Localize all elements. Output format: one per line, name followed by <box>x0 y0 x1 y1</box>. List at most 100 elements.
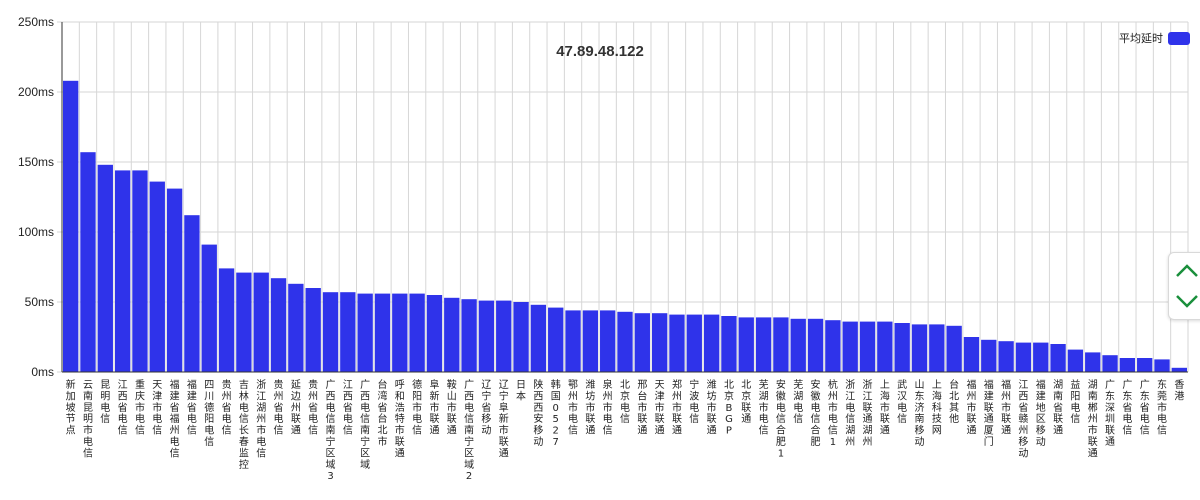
bar[interactable] <box>530 304 547 372</box>
category-label: 浙江联通湖州 <box>863 379 873 448</box>
bar[interactable] <box>1067 349 1084 372</box>
bar[interactable] <box>288 283 304 372</box>
category-label: 韩国 0 5 2 7 <box>551 378 561 448</box>
bar[interactable] <box>322 292 339 372</box>
bar[interactable] <box>270 278 287 372</box>
category-label: 台北其他 <box>949 378 959 425</box>
bar[interactable] <box>651 313 668 372</box>
bar[interactable] <box>1033 342 1049 372</box>
bar[interactable] <box>1137 358 1153 372</box>
bar[interactable] <box>548 307 564 372</box>
bar[interactable] <box>998 341 1014 372</box>
bar[interactable] <box>1050 344 1066 372</box>
scroll-up-button[interactable] <box>1173 257 1200 283</box>
category-label: 广西电信南宁区域 2 <box>464 379 474 482</box>
y-tick-label: 200ms <box>18 85 54 99</box>
category-label: 广西电信南宁区域 3 <box>326 379 336 482</box>
bar[interactable] <box>1119 358 1136 372</box>
bar[interactable] <box>513 302 529 372</box>
category-labels: 新加坡节点云南昆明市电信昆明电信江西省电信重庆市电信天津市电信福建省福州电信福建… <box>66 378 1185 482</box>
bar[interactable] <box>426 295 443 372</box>
bar[interactable] <box>114 170 131 372</box>
bar[interactable] <box>201 244 217 372</box>
bar[interactable] <box>305 288 321 372</box>
bar[interactable] <box>184 215 200 372</box>
bar[interactable] <box>461 299 477 372</box>
bar[interactable] <box>617 311 633 372</box>
bar[interactable] <box>859 321 876 372</box>
category-label: 上海市联通 <box>880 379 890 437</box>
bar[interactable] <box>496 300 512 372</box>
bar[interactable] <box>894 323 910 372</box>
bar[interactable] <box>149 181 165 372</box>
bar[interactable] <box>703 314 720 372</box>
bar[interactable] <box>807 318 824 372</box>
category-label: 北京电信 <box>620 379 630 425</box>
category-label: 泉州市电信 <box>603 378 613 437</box>
bar[interactable] <box>634 313 650 372</box>
bar[interactable] <box>80 152 96 372</box>
category-label: 益阳电信 <box>1070 378 1080 425</box>
bar[interactable] <box>1085 352 1101 372</box>
chevron-up-icon <box>1176 264 1198 277</box>
bar[interactable] <box>409 293 425 372</box>
bar[interactable] <box>929 324 945 372</box>
bar[interactable] <box>1154 359 1170 372</box>
bar[interactable] <box>1102 355 1118 372</box>
axes: 0ms 50ms 100ms 150ms 200ms 250ms <box>18 15 1188 379</box>
category-label: 潍坊市联通 <box>585 379 595 437</box>
bar[interactable] <box>478 300 495 372</box>
category-label: 香港 <box>1174 379 1184 402</box>
bar-series <box>63 80 1187 373</box>
category-label: 北京联通 <box>741 379 751 425</box>
bar[interactable] <box>392 293 408 372</box>
bar[interactable] <box>236 272 252 372</box>
bar[interactable] <box>357 293 373 372</box>
bar[interactable] <box>963 337 980 372</box>
bar[interactable] <box>981 339 997 372</box>
category-label: 辽宁阜新市联通 <box>499 379 509 459</box>
bar[interactable] <box>374 293 391 372</box>
bar[interactable] <box>946 325 962 372</box>
category-label: 湖南省联通 <box>1053 379 1063 437</box>
category-label: 云南昆明市电信 <box>83 380 93 459</box>
scroll-down-button[interactable] <box>1173 289 1200 315</box>
bar[interactable] <box>582 310 599 372</box>
bar[interactable] <box>686 314 702 372</box>
category-label: 吉林电信长春监控 <box>239 379 249 471</box>
bar[interactable] <box>669 314 685 372</box>
bar[interactable] <box>721 316 737 372</box>
legend[interactable]: 平均延时 <box>1119 32 1190 45</box>
category-label: 福建省电信 <box>187 378 197 437</box>
bar[interactable] <box>738 317 754 372</box>
bar[interactable] <box>825 320 841 372</box>
category-label: 浙江电信湖州 <box>845 379 855 448</box>
category-label: 贵州省电信 <box>274 378 284 437</box>
bar[interactable] <box>790 318 806 372</box>
category-label: 重庆市电信 <box>135 378 145 437</box>
scroll-widget <box>1168 252 1200 320</box>
bar[interactable] <box>340 292 356 372</box>
bar[interactable] <box>565 310 581 372</box>
y-tick-label: 0ms <box>31 365 54 379</box>
bar[interactable] <box>911 324 928 372</box>
bar[interactable] <box>1015 342 1032 372</box>
category-label: 广东省电信 <box>1122 379 1132 437</box>
bar[interactable] <box>877 321 893 372</box>
bar[interactable] <box>755 317 772 372</box>
bar[interactable] <box>97 164 113 372</box>
bar[interactable] <box>166 188 183 372</box>
bar[interactable] <box>842 321 858 372</box>
bar[interactable] <box>600 310 616 372</box>
bar[interactable] <box>218 268 235 372</box>
bar[interactable] <box>63 80 79 373</box>
bar[interactable] <box>1171 367 1187 372</box>
bar[interactable] <box>132 170 148 372</box>
category-label: 日本 <box>516 380 526 402</box>
category-label: 潍坊市联通 <box>707 379 717 437</box>
bar[interactable] <box>773 317 789 372</box>
category-label: 鄂州市电信 <box>568 379 578 437</box>
bar[interactable] <box>253 272 269 372</box>
bar[interactable] <box>444 297 460 372</box>
category-label: 江西省电信 <box>343 379 353 437</box>
